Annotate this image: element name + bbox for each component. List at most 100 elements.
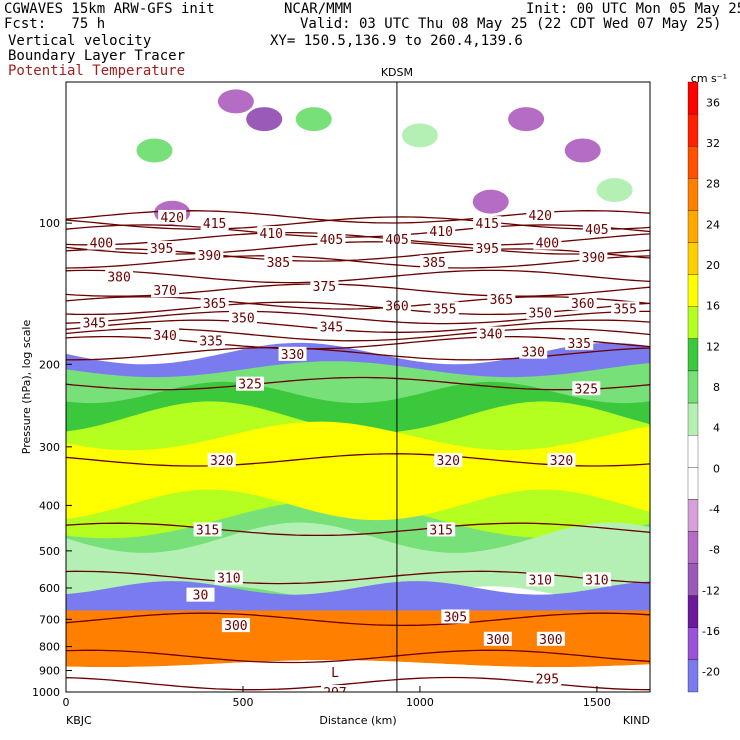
contour-label-bg xyxy=(236,376,265,391)
contour-label-bg xyxy=(568,295,597,310)
contour-label-bg xyxy=(320,685,349,692)
theta-contour-label: 365 xyxy=(490,293,513,308)
colorbar-unit: cm s⁻¹ xyxy=(691,72,727,85)
contour-label-bg xyxy=(147,241,176,256)
y-tick-label: 900 xyxy=(39,665,60,678)
colorbar-swatch xyxy=(687,499,699,532)
theta-contour-label: 310 xyxy=(217,572,240,587)
y-tick-label: 800 xyxy=(39,641,60,654)
theta-contour-label: 320 xyxy=(437,454,460,469)
colorbar-swatch xyxy=(687,402,699,436)
theta-contour-label: 330 xyxy=(281,348,304,363)
contour-label-bg xyxy=(526,305,555,320)
contour-label-bg xyxy=(264,254,293,269)
contour-label-bg xyxy=(430,301,459,316)
theta-contour xyxy=(66,612,650,627)
plot-frame xyxy=(65,81,651,693)
theta-contour-label: 420 xyxy=(160,211,183,226)
theta-contour xyxy=(66,269,650,284)
y-axis: 100 200 300 400 500 600 700 800 900 1000 xyxy=(32,217,72,699)
y-tick-label: 400 xyxy=(39,499,60,512)
theta-contour-label: 395 xyxy=(475,242,498,257)
shade-yellow-layer xyxy=(66,421,650,521)
colorbar-tick-label: -8 xyxy=(709,544,720,557)
x-tick-label: 500 xyxy=(232,696,253,709)
vv-blob xyxy=(564,138,601,163)
y-tick-label: 1000 xyxy=(32,686,60,699)
theta-contour-label: 350 xyxy=(231,312,254,327)
theta-contour-label: 335 xyxy=(567,337,590,352)
theta-contour-label: 30 xyxy=(193,589,209,604)
shade-cyan-layer xyxy=(66,522,650,603)
contour-label-bg xyxy=(526,207,555,222)
colorbar-tick-label: 12 xyxy=(706,340,720,353)
theta-contour-label: 345 xyxy=(320,320,343,335)
vv-blob xyxy=(508,107,545,132)
shade-orange-boundary-layer xyxy=(66,610,650,668)
contour-label-bg xyxy=(487,291,516,306)
theta-contour-label: 385 xyxy=(267,256,290,271)
vv-blob xyxy=(596,178,633,203)
theta-contour-label: 345 xyxy=(83,317,106,332)
model-title: CGWAVES 15km ARW-GFS init xyxy=(4,1,215,17)
contour-label-bg xyxy=(441,609,470,624)
contour-label-bg xyxy=(228,310,257,325)
contour-label-bg xyxy=(427,522,456,537)
forecast-hour: Fcst: 75 h xyxy=(4,16,106,32)
theta-contour-label: 405 xyxy=(320,233,343,248)
colorbar-swatch xyxy=(687,595,699,628)
theta-contour-label: 390 xyxy=(582,251,605,266)
contour-label-bg xyxy=(200,216,229,231)
xy-range: XY= 150.5,136.9 to 260.4,139.6 xyxy=(270,33,523,49)
theta-contour-label: 340 xyxy=(153,329,176,344)
vv-blob xyxy=(472,189,509,214)
x-tick-label: 0 xyxy=(63,696,70,709)
y-tick-label: 500 xyxy=(39,545,60,558)
contour-label-bg xyxy=(420,254,449,269)
theta-contour-label: 410 xyxy=(429,225,452,240)
contour-label-bg xyxy=(200,295,229,310)
colorbar-swatch xyxy=(687,370,699,404)
theta-contour-label: 415 xyxy=(475,217,498,232)
contour-label-bg xyxy=(214,570,243,585)
theta-contour-label: 395 xyxy=(150,242,173,257)
colorbar-swatch xyxy=(687,81,699,115)
colorbar-swatch xyxy=(687,113,699,147)
contour-label-bg xyxy=(533,671,562,686)
contour-label-bg xyxy=(547,452,576,467)
contour-label-bg xyxy=(519,344,548,359)
left-endpoint-label: KBJC xyxy=(66,714,92,727)
theta-contour-label: 305 xyxy=(444,610,467,625)
colorbar-tick-label: 20 xyxy=(706,259,720,272)
x-tick-label: 1000 xyxy=(406,696,434,709)
contour-label-bg xyxy=(526,572,555,587)
contour-label-bg xyxy=(80,315,109,330)
contour-label-bg xyxy=(278,346,307,361)
colorbar-tick-label: -4 xyxy=(709,503,720,516)
shade-surface xyxy=(66,660,650,692)
colorbar-tick-label: -16 xyxy=(702,625,720,638)
theta-contour-label: 400 xyxy=(536,237,559,252)
contour-label-bg xyxy=(317,231,346,246)
init-label: Init: 00 UTC Mon 05 May 25 xyxy=(526,1,740,17)
theta-contour-label: 360 xyxy=(571,297,594,312)
theta-contour-label: 300 xyxy=(224,619,247,634)
theta-contour xyxy=(66,224,650,238)
field-potential-temperature: Potential Temperature xyxy=(8,63,186,79)
y-tick-label: 100 xyxy=(39,217,60,230)
colorbar-tick-label: 36 xyxy=(706,96,720,109)
theta-contour-label: 365 xyxy=(203,297,226,312)
colorbar-tick-label: 4 xyxy=(713,422,720,435)
vv-blob xyxy=(246,107,283,132)
theta-contour xyxy=(66,376,650,391)
colorbar-tick-label: -20 xyxy=(702,666,720,679)
colorbar-swatch xyxy=(687,146,699,179)
y-tick-label: 300 xyxy=(39,441,60,454)
vv-blob xyxy=(401,123,438,148)
theta-contour-label: 390 xyxy=(198,249,221,264)
theta-contour xyxy=(66,255,650,269)
theta-contour-label: 355 xyxy=(433,302,456,317)
theta-contour-label: 415 xyxy=(203,217,226,232)
contour-label-bg xyxy=(536,631,565,646)
